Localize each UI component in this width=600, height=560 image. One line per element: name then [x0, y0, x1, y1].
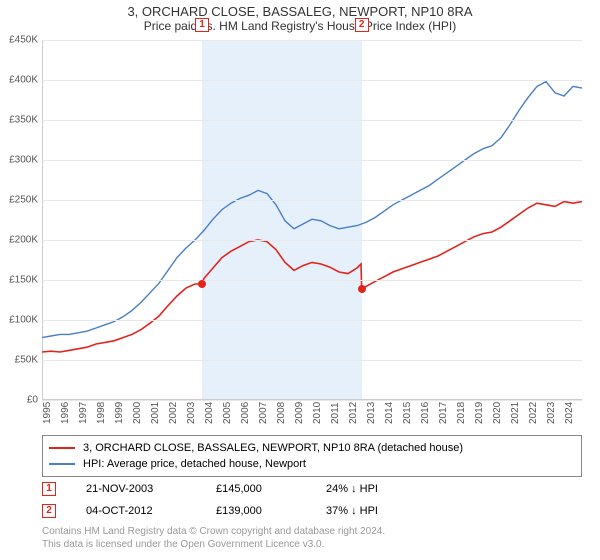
plot-area: £0£50K£100K£150K£200K£250K£300K£350K£400… — [42, 40, 582, 400]
footer-line: Contains HM Land Registry data © Crown c… — [42, 525, 582, 538]
x-tick-label: 2000 — [132, 402, 143, 424]
y-tick-label: £150K — [9, 275, 38, 286]
transaction-price: £139,000 — [216, 505, 326, 517]
x-tick-label: 2004 — [204, 402, 215, 424]
x-tick-label: 2011 — [330, 402, 341, 424]
x-tick-label: 2007 — [258, 402, 269, 424]
transactions-table: 1 21-NOV-2003 £145,000 24% ↓ HPI 2 04-OC… — [42, 478, 582, 522]
x-tick-label: 2001 — [150, 402, 161, 424]
transaction-marker-icon: 1 — [42, 482, 56, 496]
marker-dot-icon — [358, 285, 366, 293]
y-gridline — [42, 280, 582, 281]
y-tick-label: £400K — [9, 75, 38, 86]
chart-container: 3, ORCHARD CLOSE, BASSALEG, NEWPORT, NP1… — [0, 0, 600, 560]
x-tick-label: 2006 — [240, 402, 251, 424]
chart-subtitle: Price paid vs. HM Land Registry's House … — [0, 19, 600, 33]
x-tick-label: 1995 — [42, 402, 53, 424]
legend-item: HPI: Average price, detached house, Newp… — [49, 456, 575, 472]
marker-box-icon: 2 — [355, 18, 369, 32]
legend-label: HPI: Average price, detached house, Newp… — [83, 458, 306, 470]
x-tick-label: 2012 — [348, 402, 359, 424]
x-tick-label: 1997 — [78, 402, 89, 424]
y-tick-label: £450K — [9, 35, 38, 46]
x-tick-label: 2010 — [312, 402, 323, 424]
legend-swatch — [49, 447, 75, 449]
x-tick-label: 2024 — [564, 402, 575, 424]
y-tick-label: £50K — [15, 355, 38, 366]
x-tick-label: 2020 — [492, 402, 503, 424]
marker-dot-icon — [198, 280, 206, 288]
y-tick-label: £0 — [27, 395, 38, 406]
x-tick-label: 2009 — [294, 402, 305, 424]
transaction-row: 2 04-OCT-2012 £139,000 37% ↓ HPI — [42, 500, 582, 522]
chart-lines — [42, 40, 582, 400]
legend-label: 3, ORCHARD CLOSE, BASSALEG, NEWPORT, NP1… — [83, 442, 463, 454]
legend-swatch — [49, 463, 75, 465]
x-tick-label: 2018 — [456, 402, 467, 424]
series-property — [42, 202, 582, 352]
y-tick-label: £200K — [9, 235, 38, 246]
x-tick-label: 1999 — [114, 402, 125, 424]
y-gridline — [42, 80, 582, 81]
x-tick-label: 2017 — [438, 402, 449, 424]
x-tick-label: 1996 — [60, 402, 71, 424]
x-tick-label: 2008 — [276, 402, 287, 424]
y-tick-label: £100K — [9, 315, 38, 326]
transaction-marker-icon: 2 — [42, 504, 56, 518]
chart-titles: 3, ORCHARD CLOSE, BASSALEG, NEWPORT, NP1… — [0, 0, 600, 35]
legend-item: 3, ORCHARD CLOSE, BASSALEG, NEWPORT, NP1… — [49, 440, 575, 456]
y-tick-label: £300K — [9, 155, 38, 166]
y-gridline — [42, 40, 582, 41]
marker-box-icon: 1 — [195, 18, 209, 32]
x-tick-label: 2014 — [384, 402, 395, 424]
x-tick-label: 2002 — [168, 402, 179, 424]
footer: Contains HM Land Registry data © Crown c… — [42, 525, 582, 551]
y-tick-label: £250K — [9, 195, 38, 206]
x-tick-label: 2021 — [510, 402, 521, 424]
x-tick-label: 2022 — [528, 402, 539, 424]
legend: 3, ORCHARD CLOSE, BASSALEG, NEWPORT, NP1… — [42, 435, 582, 477]
transaction-date: 04-OCT-2012 — [86, 505, 216, 517]
footer-line: This data is licensed under the Open Gov… — [42, 538, 582, 551]
x-tick-label: 2015 — [402, 402, 413, 424]
y-tick-label: £350K — [9, 115, 38, 126]
x-tick-label: 2013 — [366, 402, 377, 424]
y-gridline — [42, 240, 582, 241]
y-gridline — [42, 360, 582, 361]
transaction-hpi-delta: 37% ↓ HPI — [326, 505, 446, 517]
x-tick-label: 2005 — [222, 402, 233, 424]
x-tick-label: 2003 — [186, 402, 197, 424]
x-tick-label: 2019 — [474, 402, 485, 424]
y-gridline — [42, 320, 582, 321]
x-tick-label: 1998 — [96, 402, 107, 424]
x-tick-label: 2016 — [420, 402, 431, 424]
chart-title: 3, ORCHARD CLOSE, BASSALEG, NEWPORT, NP1… — [0, 4, 600, 19]
transaction-hpi-delta: 24% ↓ HPI — [326, 483, 446, 495]
y-gridline — [42, 120, 582, 121]
transaction-price: £145,000 — [216, 483, 326, 495]
y-gridline — [42, 160, 582, 161]
y-gridline — [42, 200, 582, 201]
transaction-date: 21-NOV-2003 — [86, 483, 216, 495]
x-tick-label: 2023 — [546, 402, 557, 424]
transaction-row: 1 21-NOV-2003 £145,000 24% ↓ HPI — [42, 478, 582, 500]
